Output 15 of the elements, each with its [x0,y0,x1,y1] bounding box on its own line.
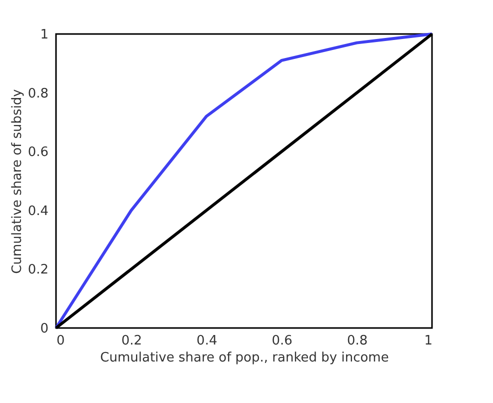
x-axis-title: Cumulative share of pop., ranked by income [100,350,389,366]
y-tick-label: 0.8 [28,86,48,102]
x-tick-label: 1 [424,334,432,348]
y-tick-label: 0.6 [28,145,48,160]
y-tick-label: 0 [40,322,48,336]
y-tick-label: 1 [40,28,48,42]
y-axis-title: Cumulative share of subsidy [10,88,25,274]
x-tick-label: 0 [56,334,65,348]
x-tick-label: 0.6 [272,334,292,348]
y-tick-label: 0.4 [28,204,48,219]
x-tick-label: 0.8 [346,334,368,348]
y-tick-label: 0.2 [28,262,48,278]
x-tick-label: 0.2 [121,334,142,348]
line-series [54,32,434,330]
x-tick-label: 0.4 [196,334,218,348]
